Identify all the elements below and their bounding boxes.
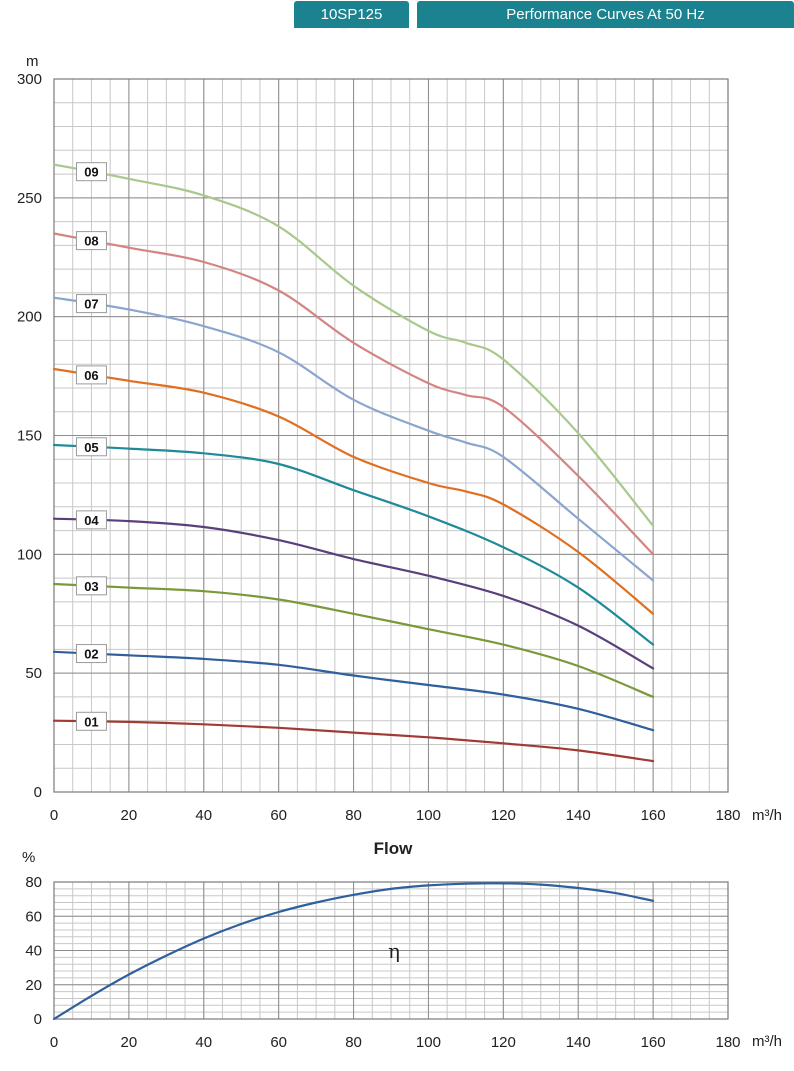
efficiency-eta-label: η	[388, 939, 400, 963]
head-y-tick-label: 100	[17, 546, 42, 563]
curve-label-text: 09	[84, 165, 98, 180]
efficiency-y-tick-label: 40	[25, 943, 42, 960]
curve-label-text: 03	[84, 579, 98, 594]
head-curve-08	[52, 232, 655, 556]
head-x-tick-label: 60	[270, 807, 287, 824]
head-y-tick-label: 50	[25, 665, 42, 682]
curve-label-text: 02	[84, 647, 98, 662]
head-x-unit: m³/h	[752, 807, 782, 824]
curve-label-03: 03	[75, 576, 107, 596]
efficiency-y-tick-label: 80	[25, 874, 42, 891]
curve-label-01: 01	[75, 711, 107, 731]
head-x-tick-label: 120	[491, 807, 516, 824]
efficiency-x-tick-label: 120	[491, 1034, 516, 1051]
model-tab: 10SP125	[294, 1, 409, 28]
curve-label-text: 05	[84, 440, 98, 455]
head-x-tick-label: 80	[345, 807, 362, 824]
efficiency-chart: 0 20 40 60 80 100 120 140 160 180 0 20 40 60 80 % m³/…	[22, 849, 782, 1051]
curve-label-05: 05	[75, 437, 107, 457]
x-axis-title: Flow	[374, 839, 413, 858]
efficiency-x-tick-label: 180	[715, 1034, 740, 1051]
curve-label-02: 02	[75, 644, 107, 664]
curve-label-06: 06	[75, 365, 107, 385]
efficiency-y-tick-label: 60	[25, 908, 42, 925]
head-y-tick-labels: 0 50 100 150 200 250 300	[17, 71, 42, 801]
head-curve-04	[52, 517, 655, 670]
efficiency-y-tick-label: 20	[25, 977, 42, 994]
efficiency-x-tick-label: 100	[416, 1034, 441, 1051]
head-curve-06	[52, 367, 655, 615]
efficiency-x-tick-label: 20	[121, 1034, 138, 1051]
head-y-tick-label: 300	[17, 71, 42, 88]
head-curve-01	[52, 719, 655, 763]
efficiency-x-tick-label: 60	[270, 1034, 287, 1051]
head-y-tick-label: 200	[17, 309, 42, 326]
head-y-tick-label: 0	[34, 784, 42, 801]
head-x-tick-label: 100	[416, 807, 441, 824]
efficiency-y-unit: %	[22, 849, 35, 866]
efficiency-x-tick-label: 160	[641, 1034, 666, 1051]
curve-label-text: 06	[84, 368, 98, 383]
head-y-tick-label: 150	[17, 428, 42, 445]
head-x-tick-label: 140	[566, 807, 591, 824]
curve-label-text: 04	[84, 513, 99, 528]
curve-label-text: 01	[84, 714, 98, 729]
efficiency-x-tick-label: 140	[566, 1034, 591, 1051]
head-x-tick-labels: 0 20 40 60 80 100 120 140 160 180	[50, 807, 741, 824]
efficiency-grid	[53, 881, 729, 1020]
head-curves	[52, 163, 655, 763]
head-curve-05	[52, 443, 655, 646]
efficiency-x-tick-labels: 0 20 40 60 80 100 120 140 160 180	[50, 1034, 741, 1051]
efficiency-y-tick-labels: 0 20 40 60 80	[25, 874, 42, 1028]
head-chart: 01 02 03 04 05 06 07 08 09 0 20 40 60 80 100 120 140 160…	[17, 53, 782, 824]
head-y-unit: m	[26, 53, 39, 70]
head-curve-07	[52, 296, 655, 582]
head-x-tick-label: 20	[121, 807, 138, 824]
title-tab: Performance Curves At 50 Hz	[417, 1, 794, 28]
head-x-tick-label: 0	[50, 807, 58, 824]
head-x-tick-label: 40	[195, 807, 212, 824]
curve-label-07: 07	[75, 294, 107, 314]
head-curve-09	[52, 163, 655, 527]
efficiency-curves	[52, 882, 655, 1021]
head-y-tick-label: 250	[17, 190, 42, 207]
head-x-tick-label: 160	[641, 807, 666, 824]
curve-label-08: 08	[75, 231, 107, 251]
head-x-tick-label: 180	[715, 807, 740, 824]
efficiency-x-tick-label: 40	[195, 1034, 212, 1051]
curve-label-04: 04	[75, 510, 107, 530]
efficiency-x-tick-label: 80	[345, 1034, 362, 1051]
efficiency-curve-line	[52, 882, 655, 1021]
efficiency-y-tick-label: 0	[34, 1011, 42, 1028]
efficiency-x-unit: m³/h	[752, 1033, 782, 1050]
head-grid	[53, 78, 729, 793]
curve-label-09: 09	[75, 162, 107, 182]
curve-label-text: 07	[84, 297, 98, 312]
curve-label-text: 08	[84, 234, 98, 249]
head-curve-03	[52, 582, 655, 698]
efficiency-x-tick-label: 0	[50, 1034, 58, 1051]
head-curve-labels: 01 02 03 04 05 06 07 08 09	[75, 162, 107, 731]
head-curve-02	[52, 650, 655, 732]
